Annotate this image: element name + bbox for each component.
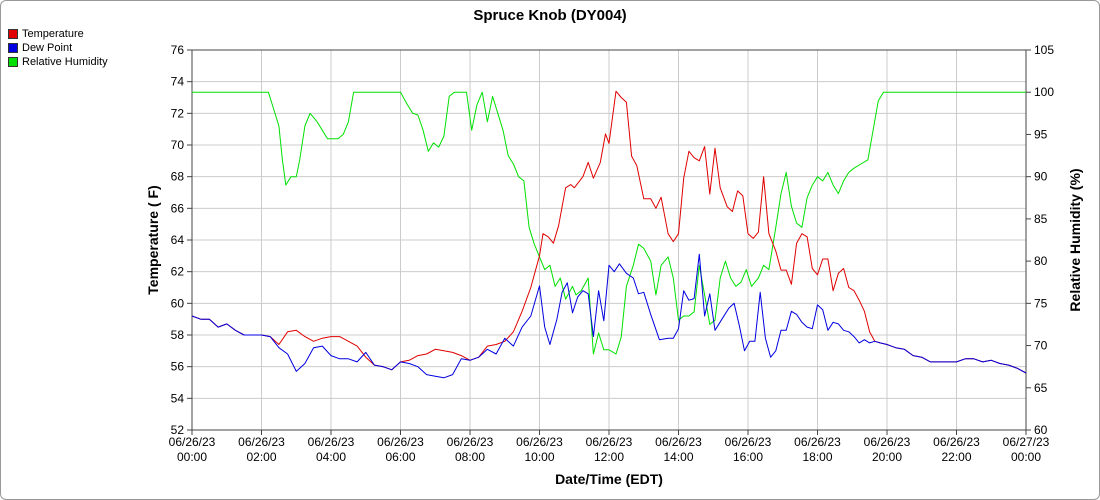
x-tick-date-label: 06/26/23	[586, 435, 633, 449]
y-left-tick-label: 68	[171, 170, 185, 184]
y-right-tick-label: 90	[1034, 170, 1048, 184]
legend-label-dew-point: Dew Point	[22, 42, 73, 54]
x-tick-time-label: 00:00	[177, 450, 207, 464]
x-tick-date-label: 06/26/23	[933, 435, 980, 449]
x-tick-date-label: 06/26/23	[169, 435, 216, 449]
y-left-tick-label: 74	[171, 75, 185, 89]
x-tick-date-label: 06/26/23	[308, 435, 355, 449]
y-axis-left-title: Temperature ( F)	[145, 185, 161, 294]
y-left-tick-label: 66	[171, 201, 185, 215]
y-axis-right-title: Relative Humidity (%)	[1067, 168, 1083, 311]
x-tick-date-label: 06/26/23	[725, 435, 772, 449]
y-right-tick-label: 60	[1034, 423, 1048, 437]
x-tick-time-label: 02:00	[246, 450, 276, 464]
series-line-temperature	[191, 90, 1027, 374]
x-tick-time-label: 04:00	[316, 450, 346, 464]
x-tick-time-label: 12:00	[594, 450, 624, 464]
series-line-relative-humidity	[192, 91, 1026, 355]
legend-swatch-temperature	[8, 29, 18, 39]
legend-label-temperature: Temperature	[22, 28, 84, 40]
x-tick-time-label: 22:00	[941, 450, 971, 464]
x-axis-title: Date/Time (EDT)	[555, 471, 663, 487]
legend-swatch-dew-point	[8, 43, 18, 53]
series-lines	[191, 90, 1027, 379]
y-left-tick-label: 60	[171, 296, 185, 310]
y-left-tick-label: 64	[171, 233, 185, 247]
x-tick-time-label: 00:00	[1011, 450, 1041, 464]
x-tick-time-label: 16:00	[733, 450, 763, 464]
y-right-tick-label: 105	[1034, 43, 1054, 57]
x-tick-date-label: 06/26/23	[864, 435, 911, 449]
x-tick-time-label: 14:00	[663, 450, 693, 464]
x-tick-time-label: 06:00	[385, 450, 415, 464]
x-tick-time-label: 08:00	[455, 450, 485, 464]
grid	[191, 49, 1027, 431]
y-left-tick-label: 54	[171, 391, 185, 405]
y-left-tick-label: 72	[171, 106, 185, 120]
y-left-tick-label: 62	[171, 265, 185, 279]
y-right-tick-label: 100	[1034, 85, 1054, 99]
chart-title: Spruce Knob (DY004)	[473, 7, 626, 24]
x-tick-time-label: 10:00	[524, 450, 554, 464]
x-tick-date-label: 06/26/23	[238, 435, 285, 449]
y-right-tick-label: 65	[1034, 381, 1048, 395]
y-right-tick-label: 75	[1034, 296, 1048, 310]
y-right-tick-label: 80	[1034, 254, 1048, 268]
y-axis-left: 52 54 56 58 60 62 64 66 68 70 72 74 76	[171, 43, 192, 437]
y-right-tick-label: 70	[1034, 339, 1048, 353]
x-tick-date-label: 06/27/23	[1003, 435, 1050, 449]
legend-item-temperature[interactable]: Temperature	[8, 27, 108, 41]
x-tick-date-label: 06/26/23	[447, 435, 494, 449]
x-tick-time-label: 18:00	[802, 450, 832, 464]
x-tick-date-label: 06/26/23	[794, 435, 841, 449]
y-right-tick-label: 95	[1034, 127, 1048, 141]
x-tick-date-label: 06/26/23	[377, 435, 424, 449]
x-tick-time-label: 20:00	[872, 450, 902, 464]
y-left-tick-label: 58	[171, 328, 185, 342]
legend-item-relative-humidity[interactable]: Relative Humidity	[8, 55, 108, 69]
y-left-tick-label: 76	[171, 43, 185, 57]
y-left-tick-label: 70	[171, 138, 185, 152]
legend-swatch-relative-humidity	[8, 57, 18, 67]
x-tick-date-label: 06/26/23	[516, 435, 563, 449]
y-right-tick-label: 85	[1034, 212, 1048, 226]
legend-label-relative-humidity: Relative Humidity	[22, 56, 108, 68]
x-axis: 06/26/2300:0006/26/2302:0006/26/2304:000…	[169, 430, 1050, 464]
y-left-tick-label: 56	[171, 360, 185, 374]
x-tick-date-label: 06/26/23	[655, 435, 702, 449]
legend: Temperature Dew Point Relative Humidity	[8, 27, 108, 69]
y-left-tick-label: 52	[171, 423, 185, 437]
series-line-dew-point	[191, 253, 1027, 379]
legend-item-dew-point[interactable]: Dew Point	[8, 41, 108, 55]
y-axis-right: 60 65 70 75 80 85 90 95 100 105	[1026, 43, 1054, 437]
